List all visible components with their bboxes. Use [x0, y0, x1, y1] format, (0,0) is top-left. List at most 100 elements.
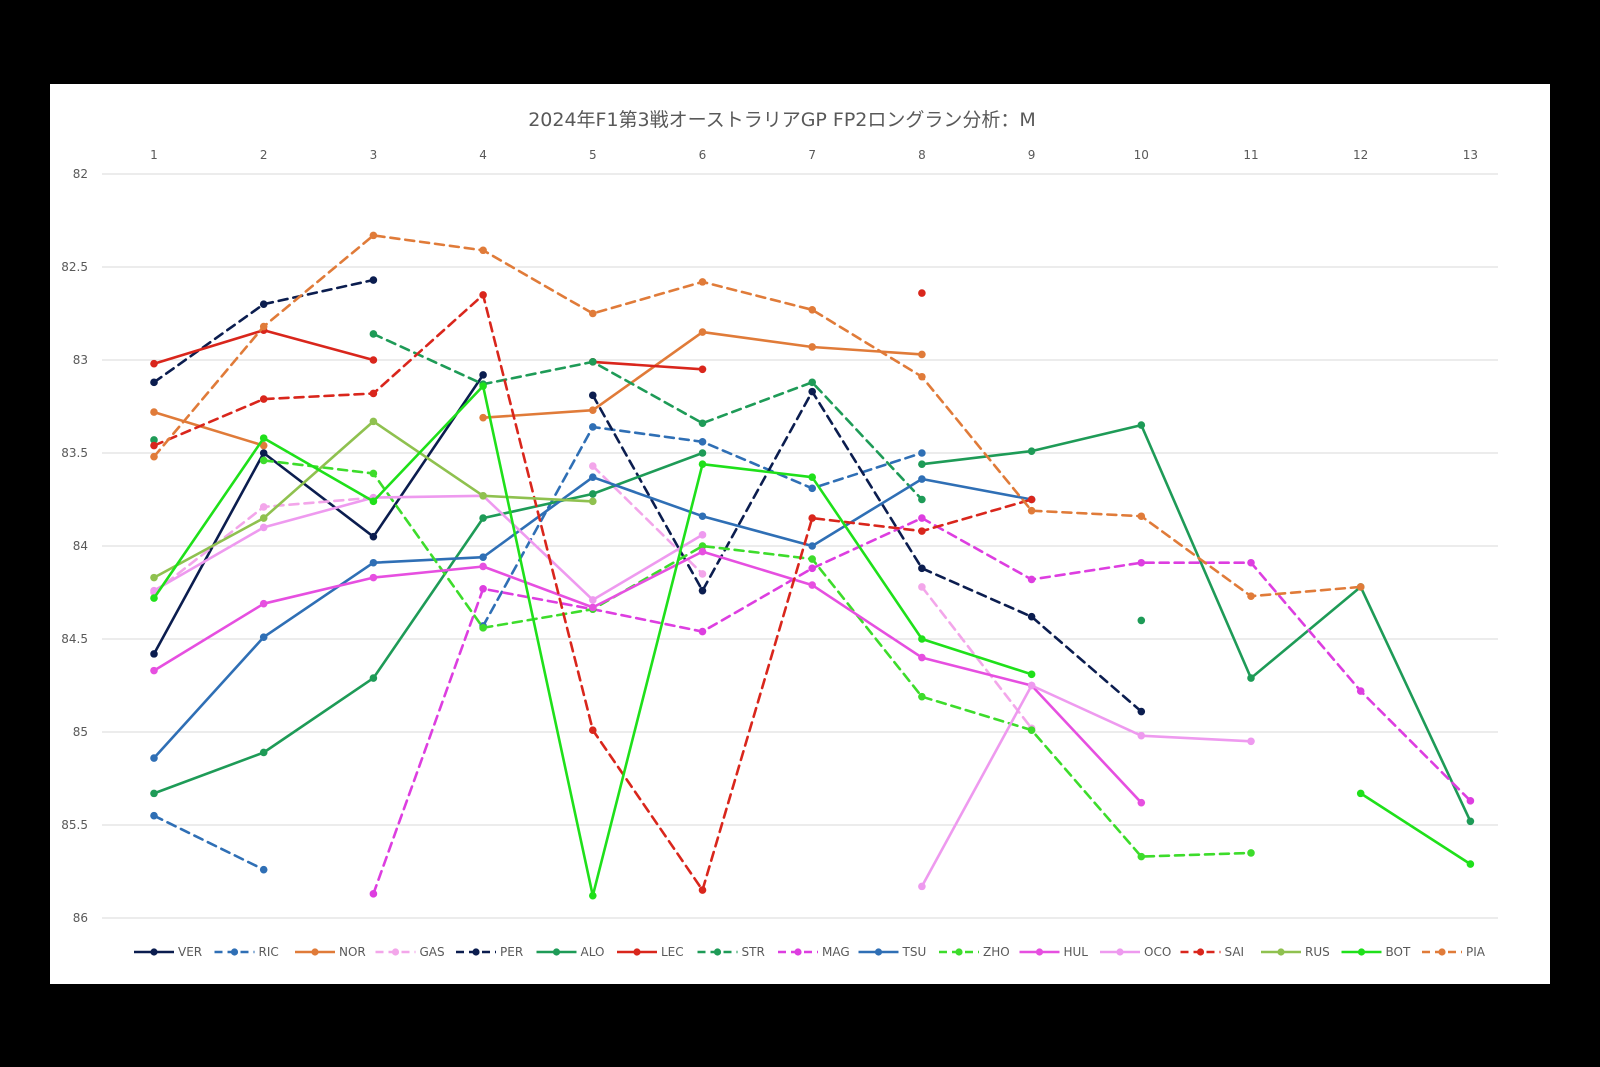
series-per — [150, 276, 1146, 716]
data-point-tsu — [479, 553, 487, 561]
x-tick-label: 7 — [808, 148, 816, 162]
data-point-mag — [698, 627, 707, 636]
legend-label: HUL — [1064, 945, 1089, 959]
legend-swatch-marker — [150, 948, 158, 956]
y-tick-label: 83 — [73, 353, 88, 367]
data-point-alo — [1466, 817, 1475, 826]
legend-swatch-marker — [1196, 948, 1205, 956]
data-point-sai — [698, 886, 707, 894]
data-point-alo — [589, 490, 597, 498]
data-point-mag — [1356, 687, 1365, 695]
legend-swatch-marker — [391, 948, 400, 956]
legend-swatch-marker — [874, 948, 883, 956]
y-tick-label: 84 — [73, 539, 88, 553]
series-hul — [150, 547, 1146, 807]
data-point-mag — [1466, 797, 1475, 805]
data-point-alo — [479, 514, 487, 522]
data-point-tsu — [589, 473, 597, 481]
legend-item-alo: ALO — [536, 945, 605, 959]
data-point-str — [1137, 616, 1146, 625]
series-line-oco — [920, 684, 1253, 888]
data-point-ver — [479, 371, 487, 379]
series-zho — [259, 456, 1255, 861]
data-point-pia — [1356, 583, 1365, 591]
data-point-mag — [808, 564, 816, 573]
data-point-rus — [259, 514, 268, 522]
data-point-bot — [1466, 860, 1475, 868]
legend-item-rus: RUS — [1261, 945, 1330, 959]
legend-item-nor: NOR — [295, 945, 366, 959]
data-point-hul — [479, 562, 487, 571]
data-point-nor — [259, 441, 268, 450]
data-point-ric — [259, 865, 268, 874]
legend-swatch-marker — [1438, 948, 1446, 956]
data-point-per — [150, 378, 158, 387]
legend-item-sai: SAI — [1180, 945, 1244, 959]
y-axis-ticks: 82 82.5 83 83.5 84 84.5 85 85.5 86 — [61, 167, 88, 925]
legend-label: ALO — [581, 945, 605, 959]
data-point-nor — [698, 328, 707, 336]
data-point-hul — [589, 603, 597, 612]
legend-item-oco: OCO — [1100, 945, 1171, 959]
x-tick-label: 5 — [589, 148, 597, 162]
data-point-hul — [918, 653, 926, 662]
series-line-pia — [152, 234, 1362, 598]
legend-item-zho: ZHO — [939, 945, 1010, 959]
x-tick-label: 12 — [1353, 148, 1368, 162]
legend-item-ric: RIC — [214, 945, 279, 959]
series-rus — [150, 417, 597, 582]
data-point-bot — [918, 635, 926, 643]
data-point-str — [698, 419, 707, 428]
data-point-mag — [369, 890, 378, 898]
data-point-lec — [150, 359, 158, 368]
data-point-pia — [1247, 592, 1255, 601]
series-nor — [150, 328, 926, 450]
legend-swatch-marker — [552, 948, 561, 956]
series-tsu — [150, 473, 1036, 762]
series-line-nor — [481, 330, 924, 420]
legend-label: MAG — [822, 945, 850, 959]
data-point-tsu — [369, 558, 378, 567]
data-point-oco — [1137, 731, 1146, 740]
data-point-pia — [1137, 512, 1146, 521]
legend-swatch-marker — [1277, 948, 1285, 956]
data-point-lec — [369, 356, 378, 364]
x-tick-label: 8 — [918, 148, 926, 162]
data-point-zho — [1137, 852, 1146, 861]
data-point-sai — [589, 726, 597, 734]
series-line-hul — [152, 550, 1143, 805]
y-tick-label: 85.5 — [61, 818, 88, 832]
data-point-bot — [698, 460, 707, 468]
series-sai — [150, 291, 1036, 894]
legend-label: NOR — [339, 945, 366, 959]
data-point-lec — [918, 289, 926, 297]
y-tick-label: 82.5 — [61, 260, 88, 274]
data-point-bot — [589, 891, 597, 900]
x-tick-label: 10 — [1134, 148, 1149, 162]
series-line-lec — [152, 328, 375, 366]
legend-item-pia: PIA — [1422, 945, 1486, 959]
legend-label: RUS — [1305, 945, 1330, 959]
data-point-alo — [369, 674, 378, 682]
data-point-ric — [150, 811, 158, 820]
series-pia — [150, 231, 1365, 601]
data-point-pia — [698, 278, 707, 286]
data-point-pia — [479, 246, 487, 255]
legend-swatch-marker — [955, 948, 963, 956]
data-point-str — [150, 436, 158, 444]
data-point-gas — [918, 583, 926, 591]
data-point-nor — [479, 413, 487, 422]
legend-swatch-marker — [1116, 948, 1124, 956]
data-point-sai — [150, 441, 158, 450]
legend-swatch-marker — [1357, 948, 1366, 956]
data-point-zho — [808, 555, 816, 563]
data-point-alo — [259, 748, 268, 757]
legend-label: GAS — [420, 945, 445, 959]
data-point-ver — [369, 532, 378, 541]
legend-label: OCO — [1144, 945, 1171, 959]
data-point-tsu — [808, 542, 816, 550]
series-line-sai — [152, 293, 1033, 892]
series-line-ver — [152, 373, 485, 656]
